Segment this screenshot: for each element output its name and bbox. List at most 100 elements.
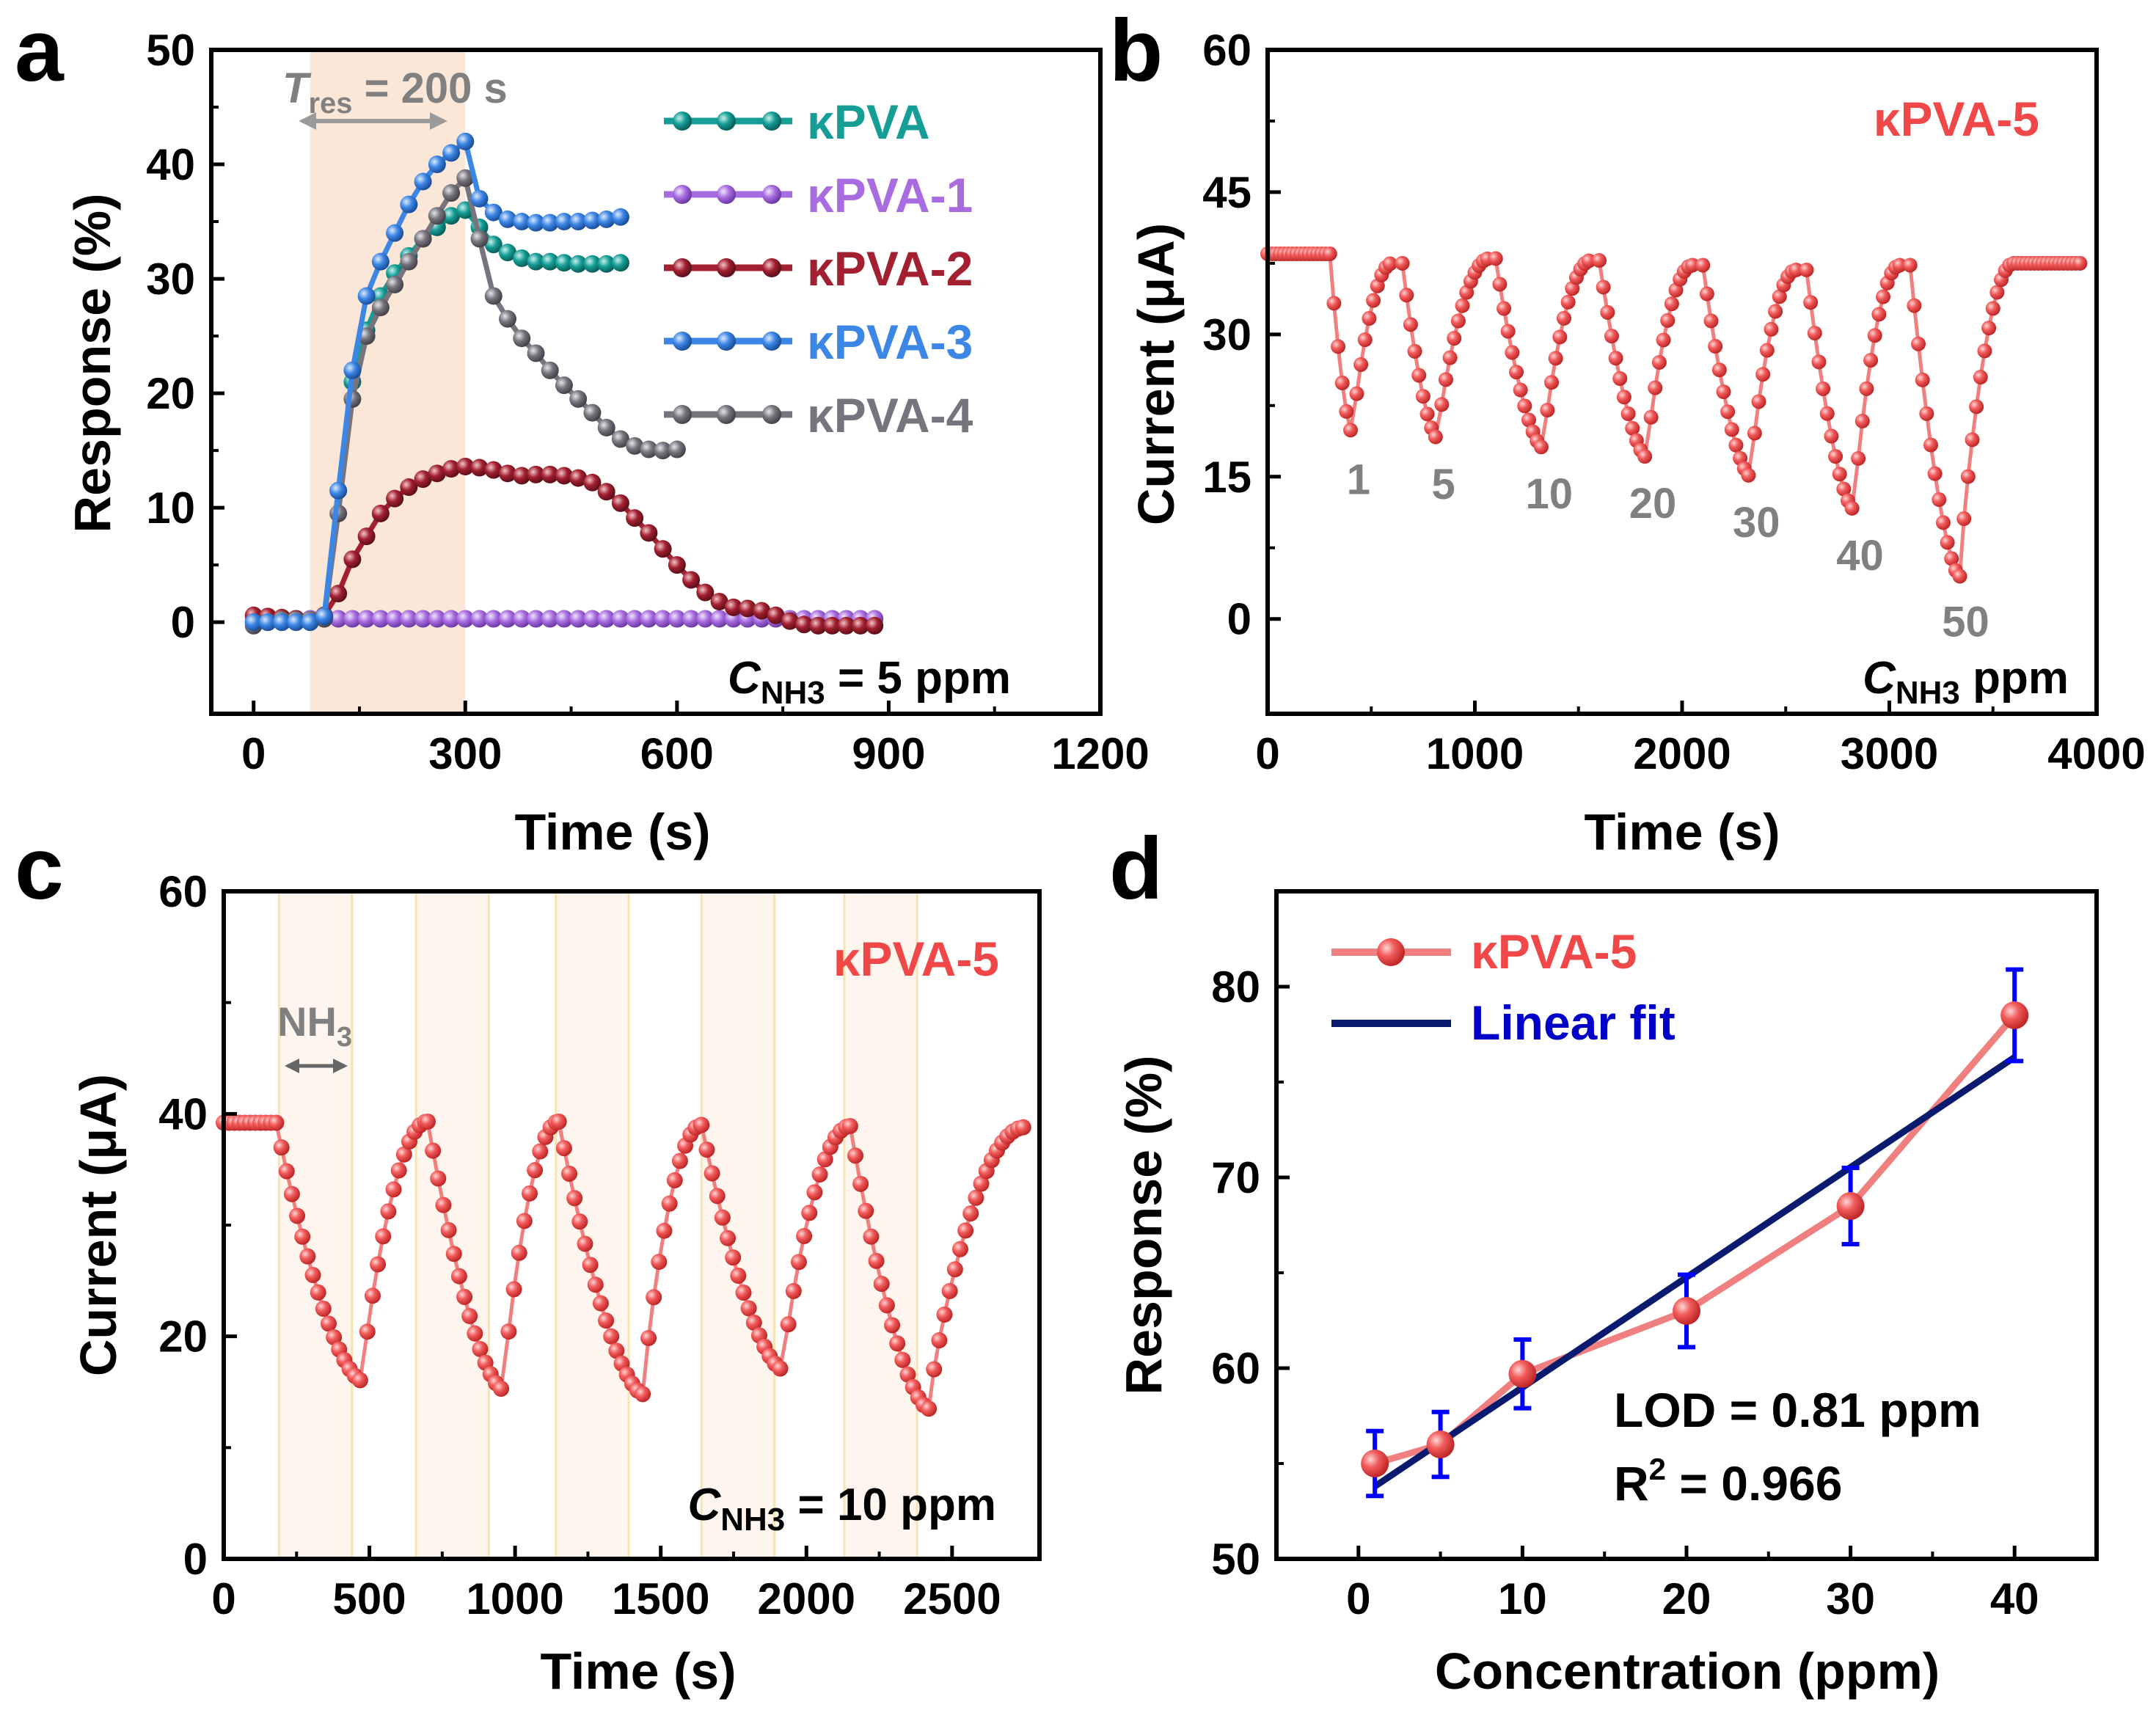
kpva5-point-c bbox=[962, 1205, 979, 1222]
kpva5-point-c bbox=[364, 1287, 381, 1304]
kpva5-point-c bbox=[899, 1366, 916, 1383]
kpva5-point-c bbox=[780, 1316, 797, 1333]
kpva5-point-c bbox=[420, 1113, 436, 1130]
kpva5-point-b bbox=[1965, 432, 1980, 447]
kpva5-point-c bbox=[571, 1213, 588, 1230]
point-kPVA-4 bbox=[555, 376, 573, 395]
kpva5-point-c bbox=[704, 1165, 720, 1182]
point-kPVA-1 bbox=[513, 610, 531, 628]
point-kPVA-2 bbox=[569, 469, 588, 487]
kpva5-point-c bbox=[461, 1307, 478, 1324]
panel-c-series bbox=[216, 1113, 1031, 1417]
point-kPVA-4 bbox=[386, 275, 404, 293]
point-kPVA-3 bbox=[456, 132, 475, 150]
point-kPVA-3 bbox=[555, 213, 573, 231]
kpva5-point-b bbox=[1616, 390, 1631, 405]
point-kPVA-4 bbox=[569, 390, 588, 408]
kpva5-point-b bbox=[1956, 511, 1972, 527]
panel-b-ytick-label-4: 60 bbox=[1202, 26, 1251, 75]
panel-a-xtick-label-0: 0 bbox=[241, 729, 266, 778]
legend-marker-kPVA-2 bbox=[762, 258, 781, 277]
point-kPVA-2 bbox=[781, 612, 799, 630]
kpva5-point-b bbox=[1339, 403, 1354, 419]
kpva5-point-c bbox=[671, 1152, 688, 1169]
kpva5-point-c bbox=[385, 1181, 402, 1198]
kpva5-point-b bbox=[1863, 353, 1879, 368]
point-kPVA-3 bbox=[357, 287, 376, 305]
tres-annotation: Tres = 200 s bbox=[282, 65, 508, 120]
point-kPVA-3 bbox=[499, 210, 516, 228]
kpva5-point-c bbox=[968, 1189, 984, 1206]
kpva5-point-b bbox=[1940, 535, 1955, 550]
point-kPVA-2 bbox=[527, 465, 545, 483]
kpva5-point-b bbox=[1556, 310, 1571, 326]
kpva5-point-c bbox=[863, 1228, 880, 1245]
kpva5-point-b bbox=[1343, 423, 1358, 438]
kpva5-point-b bbox=[1915, 372, 1930, 387]
kpva5-point-b bbox=[1565, 281, 1580, 296]
kpva5-point-b bbox=[1326, 296, 1342, 311]
kpva5-point-b bbox=[1824, 428, 1839, 444]
point-kPVA-2 bbox=[499, 464, 516, 483]
panel-d-xtick-label-4: 40 bbox=[1990, 1574, 2039, 1623]
kpva5-point-c bbox=[582, 1257, 599, 1274]
point-kPVA-2 bbox=[809, 616, 827, 635]
kpva5-point-c bbox=[472, 1341, 489, 1358]
panel-b-xtick-label-3: 3000 bbox=[1841, 729, 1938, 778]
point-kPVA-3 bbox=[315, 607, 333, 626]
panel-letter-a: a bbox=[15, 1, 65, 100]
kpva5-point-b bbox=[1656, 332, 1671, 348]
point-kPVA-4 bbox=[527, 344, 545, 362]
point-kPVA-3 bbox=[273, 613, 291, 632]
kpva5-point-c bbox=[592, 1295, 609, 1312]
kpva5-point-b bbox=[1716, 384, 1731, 400]
panel-d-xtick-label-1: 10 bbox=[1498, 1574, 1547, 1623]
kpva5-point-c bbox=[806, 1184, 823, 1201]
panel-c-xtick-label-4: 2000 bbox=[758, 1574, 855, 1623]
point-kPVA-4 bbox=[668, 440, 686, 458]
kpva5-point-b bbox=[1871, 307, 1887, 322]
point-kPVA-4 bbox=[597, 418, 615, 436]
kpva5-point-b bbox=[1395, 255, 1410, 271]
panel-b-ytick-label-1: 15 bbox=[1202, 453, 1251, 502]
kpva5-point-c bbox=[951, 1240, 968, 1257]
legend-label-kpva5: κPVA-5 bbox=[1471, 924, 1637, 979]
point-kPVA-1 bbox=[527, 610, 545, 628]
point-kPVA-2 bbox=[386, 489, 404, 508]
point-kPVA-4 bbox=[513, 329, 531, 348]
kpva5-point-b bbox=[1759, 343, 1775, 358]
point-kPVA-1 bbox=[456, 610, 475, 628]
kpva5-point-b bbox=[1720, 404, 1736, 420]
kpva5-point-c bbox=[852, 1175, 869, 1192]
kpva5-point-b bbox=[1819, 406, 1835, 421]
kpva5-point-c bbox=[500, 1323, 517, 1340]
point-kPVA bbox=[513, 249, 531, 267]
point-kPVA-4 bbox=[541, 361, 559, 379]
point-kPVA-1 bbox=[710, 610, 728, 628]
kpva5-point-b bbox=[1560, 294, 1576, 310]
point-kPVA-4 bbox=[414, 230, 432, 248]
point-kPVA-2 bbox=[767, 606, 785, 624]
kpva5-point-b bbox=[1366, 293, 1381, 308]
kpva5-point-b bbox=[1447, 331, 1462, 346]
panel-c-ytick-label-1: 20 bbox=[158, 1312, 208, 1362]
point-kPVA-3 bbox=[541, 213, 559, 232]
kpva5-point-b bbox=[1434, 397, 1450, 412]
panel-d-legend: κPVA-5 Linear fit bbox=[1331, 924, 1676, 1050]
point-kPVA-4 bbox=[400, 252, 418, 271]
point-kPVA-2 bbox=[668, 556, 686, 574]
kpva5-point-c bbox=[796, 1227, 813, 1244]
kpva5-point-c bbox=[505, 1281, 522, 1298]
kpva5-point-b bbox=[1517, 398, 1532, 414]
panel-a-ylabel: Response (%) bbox=[64, 194, 121, 533]
point-kPVA-2 bbox=[329, 585, 348, 603]
kpva5-point-c bbox=[550, 1113, 567, 1130]
point-kPVA-1 bbox=[442, 610, 461, 628]
kpva5-point-b bbox=[1892, 257, 1907, 273]
kpva5-point-c bbox=[858, 1202, 874, 1219]
point-kPVA-3 bbox=[301, 613, 319, 632]
kpva5-point-c bbox=[931, 1332, 948, 1349]
kpva5-point-b bbox=[1764, 321, 1779, 337]
panel-b-xlabel: Time (s) bbox=[1584, 803, 1780, 860]
kpva5-point-c bbox=[661, 1195, 678, 1212]
